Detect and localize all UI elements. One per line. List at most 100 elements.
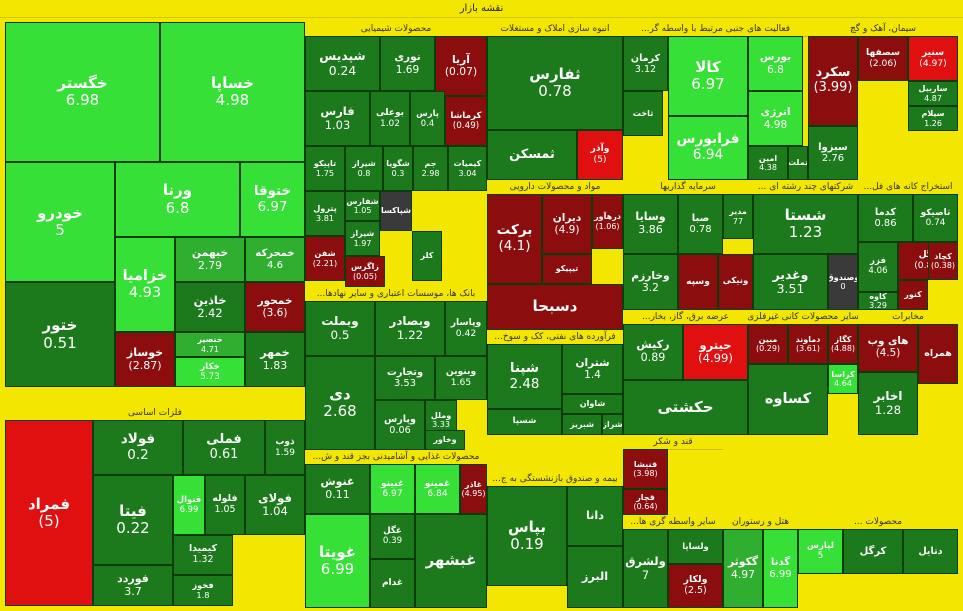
tile[interactable]: خمحور (3.6) [245, 282, 305, 332]
tile[interactable]: شپاکسا [380, 191, 412, 231]
tile[interactable]: شیراز 0.8 [345, 146, 383, 191]
tile[interactable]: کرماشا (0.49) [445, 96, 487, 146]
tile[interactable]: غگل 0.39 [370, 514, 415, 559]
tile[interactable]: دماوند (3.61) [788, 324, 828, 364]
tile[interactable]: خمحرکه 4.6 [245, 237, 305, 282]
tile[interactable]: فمراد (5) [5, 420, 93, 606]
tile[interactable]: کرگل [843, 529, 903, 574]
tile[interactable]: وغدیر 3.51 [753, 254, 828, 310]
tile[interactable]: همراه [918, 324, 958, 384]
tile[interactable]: فولاد 0.2 [93, 420, 183, 475]
tile[interactable]: وخاور [425, 430, 465, 450]
tile[interactable]: دی 2.68 [305, 356, 375, 450]
tile[interactable]: کراسا 4.64 [828, 364, 858, 394]
tile[interactable]: وپارس 0.06 [375, 400, 425, 450]
tile[interactable]: لپارس 5 [798, 529, 843, 574]
tile[interactable]: فولای 1.04 [245, 475, 305, 535]
tile[interactable]: شبریز [562, 414, 602, 435]
tile[interactable]: ثاخت [623, 91, 663, 136]
tile[interactable]: کالا 6.97 [668, 36, 748, 116]
tile[interactable]: کنور [898, 280, 928, 310]
tile[interactable]: شفن (2.21) [305, 236, 345, 281]
tile[interactable]: وسپه [678, 254, 718, 310]
tile[interactable]: گدنا 6.99 [763, 529, 798, 608]
tile[interactable]: شاوان [562, 394, 623, 414]
tile[interactable]: وسایا 3.86 [623, 194, 678, 254]
tile[interactable]: سصفها (2.06) [858, 36, 908, 81]
tile[interactable]: قنیشا (3.98) [623, 449, 668, 489]
tile[interactable]: تیپیکو [542, 254, 592, 284]
tile[interactable]: ثمسکن [487, 130, 577, 180]
tile[interactable]: سبزوا 2.76 [808, 126, 858, 180]
tile[interactable]: شپدیس 0.24 [305, 36, 380, 91]
tile[interactable]: بورس 6.8 [748, 36, 803, 91]
tile[interactable]: خنصیر 4.71 [175, 332, 245, 357]
tile[interactable]: کرمان 3.12 [623, 36, 668, 91]
tile[interactable]: کساوه [748, 364, 828, 435]
tile[interactable]: غمینو 6.84 [415, 464, 460, 514]
tile[interactable]: غبینو 6.97 [370, 464, 415, 514]
tile[interactable]: فارس 1.03 [305, 91, 370, 146]
tile[interactable]: انرژی 4.98 [748, 91, 803, 146]
tile[interactable]: دسبحا [487, 284, 623, 330]
tile[interactable]: ولشرق 7 [623, 529, 668, 608]
tile[interactable]: کاوه 3.29 [858, 292, 898, 310]
tile[interactable]: ذوب 1.59 [265, 420, 305, 475]
tile[interactable]: وبنوین 1.65 [435, 356, 487, 400]
tile[interactable]: ساربیل 4.87 [908, 81, 958, 106]
tile[interactable]: ختوقا 6.97 [240, 162, 305, 237]
tile[interactable]: خزامیا 4.93 [115, 237, 175, 332]
tile[interactable]: دیران (4.9) [542, 194, 592, 254]
tile[interactable]: ختور 0.51 [5, 282, 115, 387]
tile[interactable]: صبا 0.78 [678, 194, 723, 254]
tile[interactable]: غبشهر [415, 514, 487, 608]
tile[interactable]: شگویا 0.3 [383, 146, 413, 191]
tile[interactable]: آریا (0.07) [435, 36, 487, 96]
tile[interactable]: فملی 0.61 [183, 420, 265, 475]
tile[interactable]: فوردد 3.7 [93, 565, 173, 606]
tile[interactable]: درهآور (1.06) [592, 194, 623, 249]
tile[interactable]: حیترو (4.99) [683, 324, 748, 380]
tile[interactable]: وآذر (5) [577, 130, 623, 180]
tile[interactable]: وتجارت 3.53 [375, 356, 435, 400]
tile[interactable]: تاصیکو 0.74 [913, 194, 958, 242]
tile[interactable]: مدیر 77 [723, 194, 753, 239]
tile[interactable]: ولساپا [668, 529, 723, 564]
tile[interactable]: خاذین 2.42 [175, 282, 245, 332]
tile[interactable]: سنیر (4.97) [908, 36, 958, 81]
tile[interactable]: مبین (0.29) [748, 324, 788, 364]
tile[interactable]: شستا 1.23 [753, 194, 858, 254]
tile[interactable]: شفارس 1.05 [345, 191, 380, 221]
tile[interactable]: اخابر 1.28 [858, 372, 918, 435]
tile[interactable]: فرابورس 6.94 [668, 116, 748, 180]
tile[interactable]: پارس 0.4 [410, 91, 445, 146]
tile[interactable]: کیمیات 3.04 [448, 146, 487, 191]
tile[interactable]: ورنا 6.8 [115, 162, 240, 237]
tile[interactable]: ثفارس 0.78 [487, 36, 623, 130]
tile[interactable]: گکوثر 4.97 [723, 529, 763, 608]
tile[interactable]: کلر [412, 231, 442, 281]
tile[interactable]: وپاسار 0.42 [445, 301, 487, 356]
tile[interactable]: فنوال 6.99 [173, 475, 205, 535]
tile[interactable]: فیتا 0.22 [93, 475, 173, 565]
tile[interactable]: کگاز (4.88) [828, 324, 858, 364]
tile[interactable]: غدام [370, 559, 415, 608]
tile[interactable]: فخوز 1.8 [173, 575, 233, 606]
tile[interactable]: غاذر (4.95) [460, 464, 487, 514]
tile[interactable]: کدما 0.86 [858, 194, 913, 242]
tile[interactable]: شراز [602, 414, 623, 435]
tile[interactable]: خودرو 5 [5, 162, 115, 282]
tile[interactable]: حکشتی [623, 380, 748, 435]
tile[interactable]: خساپا 4.98 [160, 22, 305, 162]
tile[interactable]: سیلام 1.26 [908, 106, 958, 131]
tile[interactable]: کچاد (0.38) [928, 242, 958, 280]
tile[interactable]: ولکار (2.5) [668, 564, 723, 608]
tile[interactable]: فلوله 1.05 [205, 475, 245, 535]
tile[interactable]: کیمیدا 1.32 [173, 535, 233, 575]
tile[interactable]: فزر 4.06 [858, 242, 898, 292]
tile[interactable]: دانا [567, 486, 623, 546]
tile[interactable]: خمهر 1.83 [245, 332, 305, 387]
tile[interactable]: شپنا 2.48 [487, 344, 562, 409]
tile[interactable]: بپاس 0.19 [487, 486, 567, 586]
tile[interactable]: رکیش 0.89 [623, 324, 683, 380]
